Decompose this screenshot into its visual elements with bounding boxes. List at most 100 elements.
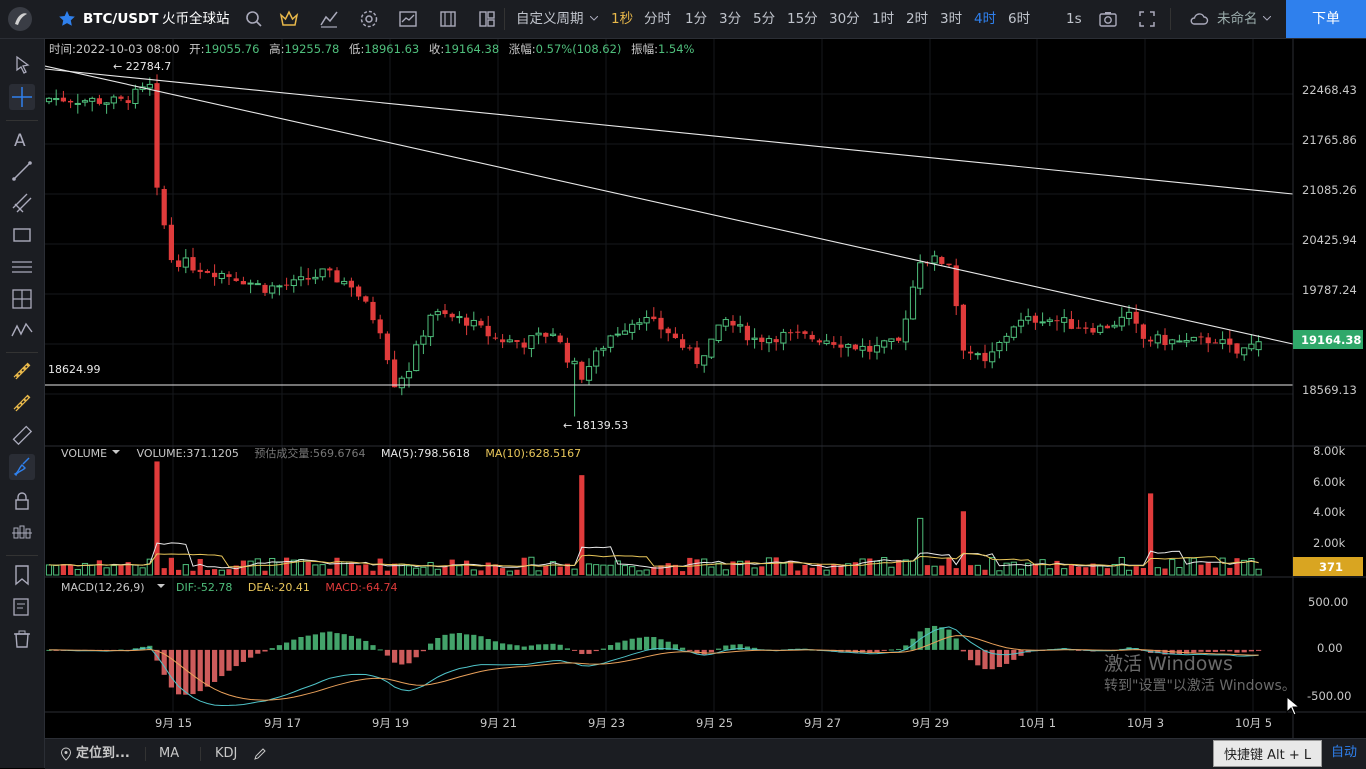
magnet-icon[interactable] xyxy=(9,358,35,384)
trendline-lower[interactable] xyxy=(45,65,1294,345)
draw-mode-icon[interactable] xyxy=(9,454,35,480)
volume-bar xyxy=(1219,557,1226,576)
pointer-cursor-icon[interactable] xyxy=(9,52,35,78)
template-icon[interactable] xyxy=(437,8,459,30)
macd-histogram-bar xyxy=(881,649,887,651)
wave-pattern-icon[interactable] xyxy=(9,318,35,344)
cloud-icon[interactable] xyxy=(1188,8,1210,30)
macd-histogram-bar xyxy=(939,627,945,650)
candle-body xyxy=(1248,343,1255,350)
exchange-name[interactable]: 火币全球站 xyxy=(162,11,230,27)
chart-area[interactable]: 时间:2022-10-03 08:00 开:19055.76 高:19255.7… xyxy=(45,39,1366,738)
macd-histogram-bar xyxy=(428,643,434,650)
svg-text:6.00k: 6.00k xyxy=(1313,475,1346,489)
candle-body xyxy=(132,88,139,104)
candle-body xyxy=(81,100,89,103)
crown-icon[interactable] xyxy=(278,8,300,30)
volume-bar xyxy=(974,564,981,576)
period-15m[interactable]: 15分 xyxy=(787,11,818,27)
ruler-icon[interactable] xyxy=(9,422,35,448)
layout-name-dropdown[interactable]: 未命名 xyxy=(1217,11,1258,27)
edit-icon[interactable] xyxy=(253,747,267,761)
volume-dropdown-icon[interactable] xyxy=(112,450,120,454)
volume-bar xyxy=(168,557,174,575)
period-5m[interactable]: 5分 xyxy=(753,11,776,27)
edit-list-icon[interactable] xyxy=(9,594,35,620)
period-3h[interactable]: 3时 xyxy=(940,11,963,27)
text-tool-icon[interactable]: A xyxy=(9,126,35,152)
macd-histogram-bar xyxy=(888,649,894,651)
volume-bar xyxy=(564,563,570,575)
bookmark-icon[interactable] xyxy=(9,562,35,588)
macd-histogram-bar xyxy=(644,636,650,650)
candle-body xyxy=(161,189,167,226)
fullscreen-icon[interactable] xyxy=(1136,8,1158,30)
macd-histogram-bar xyxy=(464,634,470,650)
macd-histogram-bar xyxy=(730,644,736,650)
candle-body xyxy=(464,317,470,326)
period-3m[interactable]: 3分 xyxy=(719,11,742,27)
volume-bar xyxy=(1083,567,1089,575)
fib-grid-icon[interactable] xyxy=(9,286,35,312)
volume-bar xyxy=(74,568,81,576)
indicator-ma-button[interactable]: MA xyxy=(159,746,180,761)
settings-gear-icon[interactable] xyxy=(358,8,380,30)
period-1s[interactable]: 1秒 xyxy=(611,11,634,27)
period-30m[interactable]: 30分 xyxy=(829,11,860,27)
candle-body xyxy=(96,98,102,104)
camera-icon[interactable] xyxy=(1097,8,1119,30)
symbol-name[interactable]: BTC/USDT xyxy=(83,11,159,27)
volume-last-text: 371 xyxy=(1319,560,1343,574)
lock-icon[interactable] xyxy=(9,488,35,514)
chart-type-icon[interactable] xyxy=(397,8,419,30)
channel-tool-icon[interactable] xyxy=(9,190,35,216)
place-order-button[interactable]: 下单 xyxy=(1286,0,1366,38)
layout-icon[interactable] xyxy=(476,8,498,30)
period-timeline[interactable]: 分时 xyxy=(644,11,671,27)
trendline-upper[interactable] xyxy=(45,68,1294,195)
interval-1s-button[interactable]: 1s xyxy=(1066,11,1082,27)
macd-histogram-bar xyxy=(320,632,326,650)
search-icon[interactable] xyxy=(243,8,265,30)
macd-histogram-bar xyxy=(658,639,664,650)
candles-toggle-icon[interactable] xyxy=(9,520,35,546)
favorite-star-icon[interactable] xyxy=(58,10,76,28)
auto-scale-button[interactable]: 自动 xyxy=(1331,745,1358,760)
locate-button[interactable]: 定位到... xyxy=(76,746,130,761)
trash-icon[interactable] xyxy=(9,626,35,652)
time-tick: 9月 15 xyxy=(155,716,192,730)
period-4h[interactable]: 4时 xyxy=(974,11,997,27)
candle-body xyxy=(780,331,787,344)
indicator-icon[interactable] xyxy=(318,8,340,30)
volume-bar xyxy=(1234,558,1240,575)
period-1h[interactable]: 1时 xyxy=(872,11,895,27)
candle-body xyxy=(593,350,600,367)
macd-dea-line xyxy=(49,635,1259,701)
rectangle-tool-icon[interactable] xyxy=(9,222,35,248)
horizontal-lines-icon[interactable] xyxy=(9,254,35,280)
price-axis[interactable]: 22468.43 21765.86 21085.26 20425.94 1978… xyxy=(1302,83,1357,397)
period-6h[interactable]: 6时 xyxy=(1008,11,1031,27)
macd-histogram-bar xyxy=(478,636,484,650)
macd-histogram-bar xyxy=(305,635,311,650)
custom-period-dropdown[interactable]: 自定义周期 xyxy=(516,11,584,27)
crosshair-icon[interactable] xyxy=(9,84,35,110)
strong-magnet-icon[interactable] xyxy=(9,390,35,416)
candle-body xyxy=(838,344,844,348)
time-axis[interactable]: 9月 15 9月 17 9月 19 9月 21 9月 23 9月 25 9月 2… xyxy=(155,716,1272,730)
period-2h[interactable]: 2时 xyxy=(906,11,929,27)
trendline-icon[interactable] xyxy=(9,158,35,184)
drawn-trendlines[interactable] xyxy=(45,65,1294,386)
volume-bar xyxy=(81,562,89,576)
candle-body xyxy=(744,325,750,341)
volume-bar xyxy=(600,564,607,576)
volume-bar xyxy=(593,564,600,576)
macd-histogram-bar xyxy=(946,629,952,650)
volume-bar xyxy=(1032,563,1038,575)
volume-bar xyxy=(924,565,930,575)
volume-bar xyxy=(535,570,542,576)
macd-dropdown-icon[interactable] xyxy=(157,584,165,588)
indicator-kdj-button[interactable]: KDJ xyxy=(215,746,238,761)
volume-bar xyxy=(917,517,924,576)
period-1m[interactable]: 1分 xyxy=(685,11,708,27)
